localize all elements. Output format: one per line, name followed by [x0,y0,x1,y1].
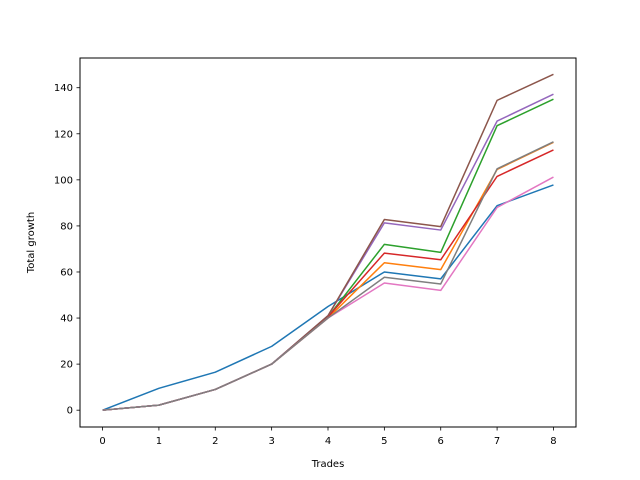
x-tick-label: 8 [550,436,556,447]
x-axis-label: Trades [311,459,345,470]
y-tick-label: 80 [60,221,73,232]
x-tick-label: 1 [156,436,162,447]
y-tick-label: 120 [54,129,73,140]
y-axis: 0 20 40 60 80 100 120 140 [54,83,80,417]
x-tick-label: 5 [381,436,387,447]
y-tick-label: 100 [54,175,73,186]
x-tick-label: 2 [212,436,218,447]
x-tick-label: 4 [325,436,331,447]
x-axis: 0 1 2 3 4 5 6 7 8 [99,427,557,447]
y-tick-label: 60 [60,267,73,278]
series-line-1 [102,184,554,411]
y-tick-label: 20 [60,360,73,371]
series-line-8 [102,141,554,411]
y-axis-label: Total growth [26,212,37,274]
y-tick-label: 40 [60,314,73,325]
y-tick-label: 0 [67,406,73,417]
x-tick-label: 6 [438,436,444,447]
y-tick-label: 140 [54,83,73,94]
x-tick-label: 3 [268,436,274,447]
x-tick-label: 7 [494,436,500,447]
x-tick-label: 0 [99,436,105,447]
plot-lines [102,73,554,411]
